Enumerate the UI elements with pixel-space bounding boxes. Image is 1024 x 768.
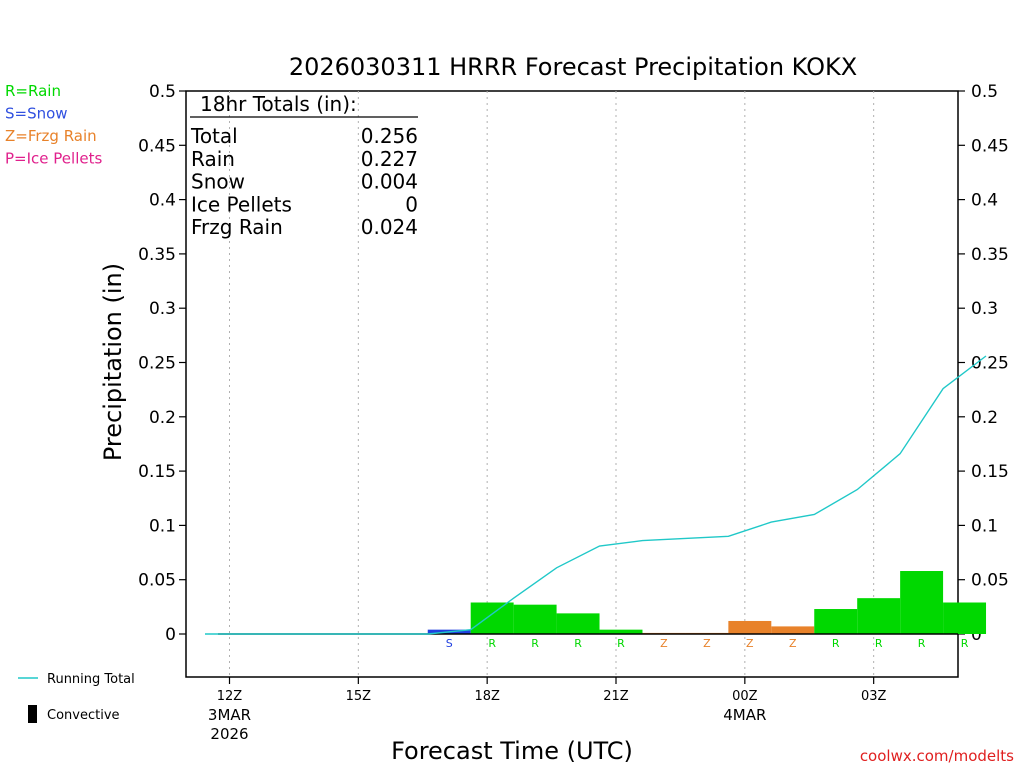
ptype-label: Z bbox=[746, 637, 754, 650]
chart-title: 2026030311 HRRR Forecast Precipitation K… bbox=[289, 53, 857, 81]
ptype-label: S bbox=[446, 637, 453, 650]
y-tick-label-right: 0.15 bbox=[971, 462, 1009, 482]
precip-bar bbox=[771, 626, 815, 634]
precip-bars bbox=[427, 571, 987, 634]
y-tick-label-left: 0.3 bbox=[149, 299, 176, 319]
legend-entry-p: P=Ice Pellets bbox=[5, 150, 102, 168]
vertical-gridlines bbox=[229, 91, 875, 677]
convective-legend: Convective bbox=[28, 705, 120, 723]
y-tick-label-right: 0.45 bbox=[971, 136, 1009, 156]
legend-entry-r: R=Rain bbox=[5, 82, 61, 100]
running-total-legend: Running Total bbox=[18, 672, 135, 687]
totals-row-label: Snow bbox=[191, 170, 245, 194]
totals-row-value: 0.227 bbox=[361, 147, 418, 171]
convective-swatch bbox=[28, 705, 37, 723]
legend-entry-z: Z=Frzg Rain bbox=[5, 127, 97, 145]
totals-row-value: 0.024 bbox=[361, 215, 418, 239]
y-tick-label-right: 0.3 bbox=[971, 299, 998, 319]
totals-row-value: 0.004 bbox=[361, 170, 418, 194]
precip-bar bbox=[900, 571, 944, 634]
y-tick-label-left: 0.45 bbox=[138, 136, 176, 156]
ptype-label: R bbox=[574, 637, 582, 650]
totals-row-value: 0.256 bbox=[361, 124, 418, 148]
y-tick-label-right: 0.35 bbox=[971, 245, 1009, 265]
y-tick-label-right: 0.25 bbox=[971, 354, 1009, 374]
ptype-label: Z bbox=[660, 637, 668, 650]
y-tick-label-left: 0.1 bbox=[149, 516, 176, 536]
y-tick-label-left: 0.05 bbox=[138, 571, 176, 591]
totals-row-label: Total bbox=[190, 124, 238, 148]
ptype-label: R bbox=[918, 637, 926, 650]
y-tick-label-right: 0.05 bbox=[971, 571, 1009, 591]
y-tick-label-right: 0.4 bbox=[971, 191, 998, 211]
legend-entry-s: S=Snow bbox=[5, 105, 68, 123]
ptype-label: Z bbox=[703, 637, 711, 650]
x-tick-label: 00Z bbox=[732, 689, 758, 704]
x-tick-date: 3MAR bbox=[208, 706, 251, 724]
y-tick-label-right: 0.1 bbox=[971, 516, 998, 536]
y-tick-label-left: 0.2 bbox=[149, 408, 176, 428]
y-tick-label-left: 0.35 bbox=[138, 245, 176, 265]
y-tick-label-left: 0.4 bbox=[149, 191, 176, 211]
y-tick-label-right: 0.5 bbox=[971, 82, 998, 102]
ptype-label: R bbox=[488, 637, 496, 650]
ptype-label: R bbox=[961, 637, 969, 650]
credit-text: coolwx.com/modelts bbox=[860, 747, 1014, 765]
y-tick-label-left: 0.15 bbox=[138, 462, 176, 482]
y-tick-label-left: 0.25 bbox=[138, 354, 176, 374]
totals-box: 18hr Totals (in): Total 0.256 Rain 0.227 Sno… bbox=[190, 92, 418, 239]
ptype-label: R bbox=[531, 637, 539, 650]
x-tick-label: 15Z bbox=[346, 689, 372, 704]
y-tick-label-right: 0.2 bbox=[971, 408, 998, 428]
x-tick-year: 2026 bbox=[210, 725, 248, 743]
precip-bar bbox=[728, 620, 772, 634]
precip-bar bbox=[513, 604, 557, 634]
plot-frame bbox=[185, 90, 959, 678]
totals-row-value: 0 bbox=[405, 192, 418, 216]
y-tick-label-right: 0 bbox=[971, 625, 982, 645]
ptype-label: R bbox=[875, 637, 883, 650]
ptype-label: R bbox=[832, 637, 840, 650]
running-total-legend-label: Running Total bbox=[47, 672, 135, 687]
running-total-line bbox=[205, 355, 987, 635]
totals-row-label: Frzg Rain bbox=[191, 215, 283, 239]
x-tick-date: 4MAR bbox=[723, 706, 766, 724]
x-tick-label: 18Z bbox=[474, 689, 500, 704]
totals-row-label: Ice Pellets bbox=[191, 192, 292, 216]
x-axis-label: Forecast Time (UTC) bbox=[391, 737, 633, 765]
x-tick-label: 12Z bbox=[217, 689, 243, 704]
ptype-label: R bbox=[617, 637, 625, 650]
y-tick-label-left: 0.5 bbox=[149, 82, 176, 102]
type-legend: R=Rain S=Snow Z=Frzg Rain P=Ice Pellets bbox=[5, 82, 102, 168]
precip-bar bbox=[556, 613, 600, 634]
convective-legend-label: Convective bbox=[47, 708, 120, 723]
ptype-label: Z bbox=[789, 637, 797, 650]
precip-bar bbox=[857, 598, 901, 634]
totals-row-label: Rain bbox=[191, 147, 235, 171]
precip-bar bbox=[814, 609, 858, 634]
y-tick-label-left: 0 bbox=[165, 625, 176, 645]
totals-header: 18hr Totals (in): bbox=[200, 92, 357, 116]
x-tick-label: 21Z bbox=[603, 689, 629, 704]
y-axis-label: Precipitation (in) bbox=[99, 263, 127, 461]
precip-bar bbox=[943, 602, 987, 634]
precip-bar bbox=[599, 629, 643, 634]
precip-bar bbox=[470, 602, 514, 634]
x-tick-label: 03Z bbox=[861, 689, 887, 704]
y-axis: 0 0 0.05 0.05 0.1 0.1 0.15 0.15 0.2 0.2 0.25 0.25 0.… bbox=[138, 82, 1009, 645]
